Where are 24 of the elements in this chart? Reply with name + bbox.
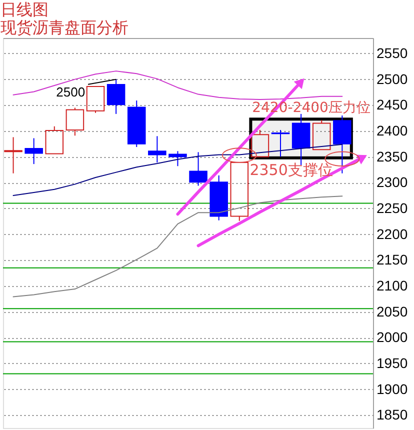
y-tick-label: 2250	[376, 200, 408, 216]
chart-subtitle: 现货沥青盘面分析	[0, 18, 128, 37]
y-tick-label: 2550	[376, 44, 408, 61]
candlestick	[4, 136, 22, 174]
y-tick-label: 2000	[376, 329, 408, 346]
line-series	[12, 196, 343, 298]
line-series	[12, 70, 343, 100]
y-tick-label: 2350	[376, 148, 408, 164]
y-tick-label: 2500	[376, 70, 408, 87]
y-tick-label: 1850	[376, 406, 408, 423]
y-tick-label: 2400	[376, 122, 408, 138]
y-tick-label: 1900	[376, 380, 408, 397]
chart-title: 日线图	[0, 0, 48, 19]
y-tick-label: 2050	[376, 303, 408, 320]
y-tick-label: 1950	[376, 354, 408, 371]
y-tick-label: 2450	[376, 96, 408, 113]
candlestick	[148, 136, 166, 163]
y-tick-label: 2200	[376, 226, 408, 242]
y-tick-label: 2150	[376, 252, 408, 268]
y-tick-label: 2300	[376, 174, 408, 190]
annotation: 2350支撑位	[250, 160, 333, 179]
annotation: 2500	[56, 84, 86, 100]
y-tick-label: 2100	[376, 277, 408, 294]
candlestick	[24, 138, 43, 165]
